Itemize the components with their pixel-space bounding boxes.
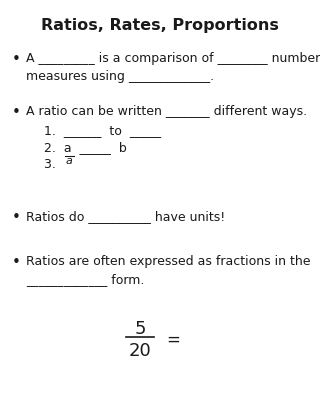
Text: A ratio can be written _______ different ways.: A ratio can be written _______ different… [26,105,307,118]
Text: measures using _____________.: measures using _____________. [26,70,214,83]
Text: •: • [12,105,21,120]
Text: Ratios, Rates, Proportions: Ratios, Rates, Proportions [41,18,279,33]
Text: •: • [12,209,21,224]
Text: 3.: 3. [44,158,64,171]
Text: •: • [12,52,21,67]
Text: 20: 20 [129,341,151,359]
Text: a: a [66,156,73,166]
Text: A _________ is a comparison of ________ numbers and: A _________ is a comparison of ________ … [26,52,320,65]
Text: 2.  a  _____  b: 2. a _____ b [44,141,127,154]
Text: =: = [166,330,180,348]
Text: 5: 5 [134,319,146,337]
Text: 1.  ______  to  _____: 1. ______ to _____ [44,124,161,137]
Text: •: • [12,254,21,269]
Text: Ratios do __________ have units!: Ratios do __________ have units! [26,209,225,223]
Text: Ratios are often expressed as fractions in the: Ratios are often expressed as fractions … [26,254,310,267]
Text: _____________ form.: _____________ form. [26,272,144,285]
